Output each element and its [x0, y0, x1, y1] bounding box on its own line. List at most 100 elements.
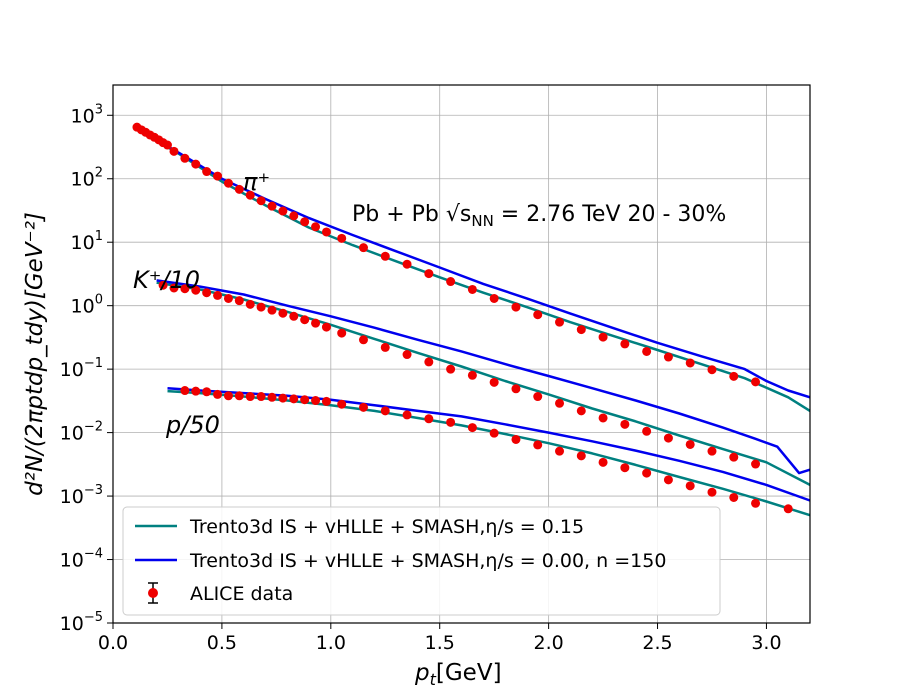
- y-axis-ticks: 10−5 10−4 10−3 10−2 10−1 100 101 102 103: [60, 102, 113, 635]
- data-point: [191, 285, 201, 295]
- data-point: [467, 370, 477, 380]
- legend-label-alice: ALICE data: [190, 583, 293, 605]
- data-point: [707, 487, 717, 497]
- y-tick-label: 10−5: [60, 610, 103, 635]
- data-point: [278, 393, 288, 403]
- data-point: [213, 290, 223, 300]
- data-point: [424, 414, 434, 424]
- y-tick-label: 103: [71, 102, 103, 127]
- x-tick-label: 2.0: [534, 632, 564, 654]
- legend-marker-alice: [148, 582, 158, 604]
- data-point: [533, 392, 543, 402]
- data-point: [169, 146, 179, 156]
- data-markers: [132, 122, 793, 514]
- data-point: [191, 159, 201, 169]
- data-point: [191, 386, 201, 396]
- data-point: [598, 332, 608, 342]
- data-point: [446, 277, 456, 287]
- data-point: [300, 395, 310, 405]
- data-point: [489, 428, 499, 438]
- data-point: [289, 311, 299, 321]
- data-point: [424, 269, 434, 279]
- data-point: [729, 452, 739, 462]
- y-tick-label: 100: [71, 293, 103, 318]
- data-point: [511, 384, 521, 394]
- data-point: [256, 196, 266, 206]
- data-point: [707, 365, 717, 375]
- x-tick-label: 1.0: [316, 632, 346, 654]
- data-point: [202, 288, 212, 298]
- data-point: [311, 222, 321, 232]
- data-point: [402, 350, 412, 360]
- data-point: [180, 153, 190, 163]
- data-point: [620, 339, 630, 349]
- data-point: [380, 342, 390, 352]
- data-point: [358, 335, 368, 345]
- data-point: [489, 377, 499, 387]
- data-point: [337, 233, 347, 243]
- x-axis-ticks: 0.0 0.5 1.0 1.5 2.0 2.5 3.0: [98, 623, 782, 654]
- system-rest: = 2.76 TeV 20 - 30%: [494, 202, 727, 227]
- data-point: [321, 322, 331, 332]
- series-line-pi: [134, 126, 811, 399]
- x-tick-label: 0.0: [98, 632, 128, 654]
- data-point: [300, 315, 310, 325]
- data-point: [289, 211, 299, 221]
- legend: Trento3d IS + vHLLE + SMASH,η/s = 0.15 T…: [122, 506, 721, 616]
- data-point: [685, 439, 695, 449]
- series-line-kaon: [156, 281, 811, 487]
- series-line-proton: [167, 386, 811, 502]
- data-point: [278, 308, 288, 318]
- legend-label-eta000: Trento3d IS + vHLLE + SMASH,η/s = 0.00, …: [189, 550, 666, 572]
- data-point: [380, 251, 390, 261]
- system-label: Pb + Pb √s: [352, 202, 471, 227]
- data-point: [234, 296, 244, 306]
- data-point: [598, 457, 608, 467]
- y-tick-label: 101: [71, 229, 103, 254]
- data-point: [337, 328, 347, 338]
- data-point: [267, 305, 277, 315]
- data-point: [202, 167, 212, 177]
- data-point: [576, 406, 586, 416]
- data-point: [267, 201, 277, 211]
- y-tick-label: 10−4: [60, 547, 103, 572]
- data-point: [402, 259, 412, 269]
- data-point: [576, 325, 586, 335]
- data-point: [245, 190, 255, 200]
- data-point: [311, 396, 321, 406]
- data-point: [642, 346, 652, 356]
- data-point: [300, 217, 310, 227]
- data-point: [234, 391, 244, 401]
- data-point: [202, 387, 212, 397]
- x-tick-label: 2.5: [642, 632, 672, 654]
- y-tick-label: 102: [71, 166, 103, 191]
- series-lines: [134, 126, 811, 517]
- data-point: [751, 459, 761, 469]
- data-point: [555, 398, 565, 408]
- data-point: [158, 280, 168, 290]
- data-point: [337, 399, 347, 409]
- data-point: [213, 389, 223, 399]
- data-point: [278, 206, 288, 216]
- data-point: [467, 284, 477, 294]
- data-point: [213, 171, 223, 181]
- data-point: [169, 283, 179, 293]
- data-point: [642, 426, 652, 436]
- data-point: [707, 446, 717, 456]
- data-point: [321, 227, 331, 237]
- data-point: [180, 284, 190, 294]
- data-point: [446, 364, 456, 374]
- data-point: [555, 317, 565, 327]
- data-point: [729, 492, 739, 502]
- data-point: [223, 293, 233, 303]
- data-point: [256, 392, 266, 402]
- data-point: [783, 504, 793, 514]
- data-point: [576, 451, 586, 461]
- data-point: [321, 396, 331, 406]
- kaon-label: K⁺/10: [133, 266, 200, 294]
- series-line-proton: [167, 389, 811, 517]
- data-point: [267, 392, 277, 402]
- data-point: [311, 318, 321, 328]
- data-point: [511, 434, 521, 444]
